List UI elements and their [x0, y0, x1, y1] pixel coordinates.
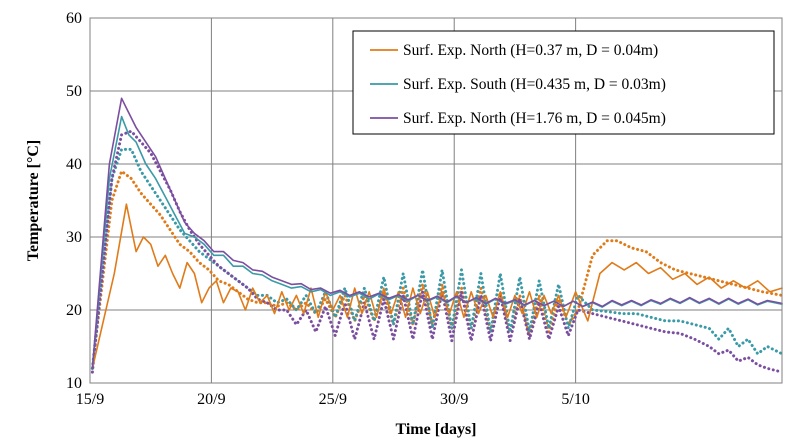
y-tick-label: 20: [66, 302, 82, 319]
x-tick-label: 25/9: [319, 391, 347, 408]
x-tick-label: 20/9: [197, 391, 225, 408]
y-tick-label: 30: [66, 229, 82, 246]
y-tick-label: 40: [66, 156, 82, 173]
y-axis-title: Temperature [°C]: [25, 140, 42, 261]
legend-label-series-1: Surf. Exp. North (H=0.37 m, D = 0.04m): [403, 42, 658, 59]
series-line-1: [91, 203, 783, 370]
tick-labels: 10 20 30 40 50 60 15/9 20/9 25/9 30/9 5/10: [66, 10, 590, 408]
x-tick-label: 30/9: [440, 391, 468, 408]
legend: Surf. Exp. North (H=0.37 m, D = 0.04m) S…: [352, 30, 775, 135]
series-line-2: [91, 115, 783, 370]
x-axis-title: Time [days]: [395, 421, 476, 438]
y-tick-label: 60: [66, 10, 82, 27]
x-tick-label: 15/9: [76, 391, 104, 408]
series-line-3: [91, 97, 783, 370]
x-tick-label: 5/10: [561, 391, 589, 408]
legend-label-series-3: Surf. Exp. North (H=1.76 m, D = 0.045m): [403, 110, 666, 127]
series-layer: [90, 97, 784, 374]
dotted-series-line-5: [90, 147, 784, 370]
y-tick-label: 50: [66, 83, 82, 100]
y-tick-label: 10: [66, 375, 82, 392]
plot-area-frame: [89, 17, 783, 384]
dotted-series-line-4: [90, 169, 784, 370]
legend-box: [352, 30, 775, 135]
legend-label-series-2: Surf. Exp. South (H=0.435 m, D = 0.03m): [403, 76, 666, 93]
dotted-series-line-6: [90, 129, 784, 374]
